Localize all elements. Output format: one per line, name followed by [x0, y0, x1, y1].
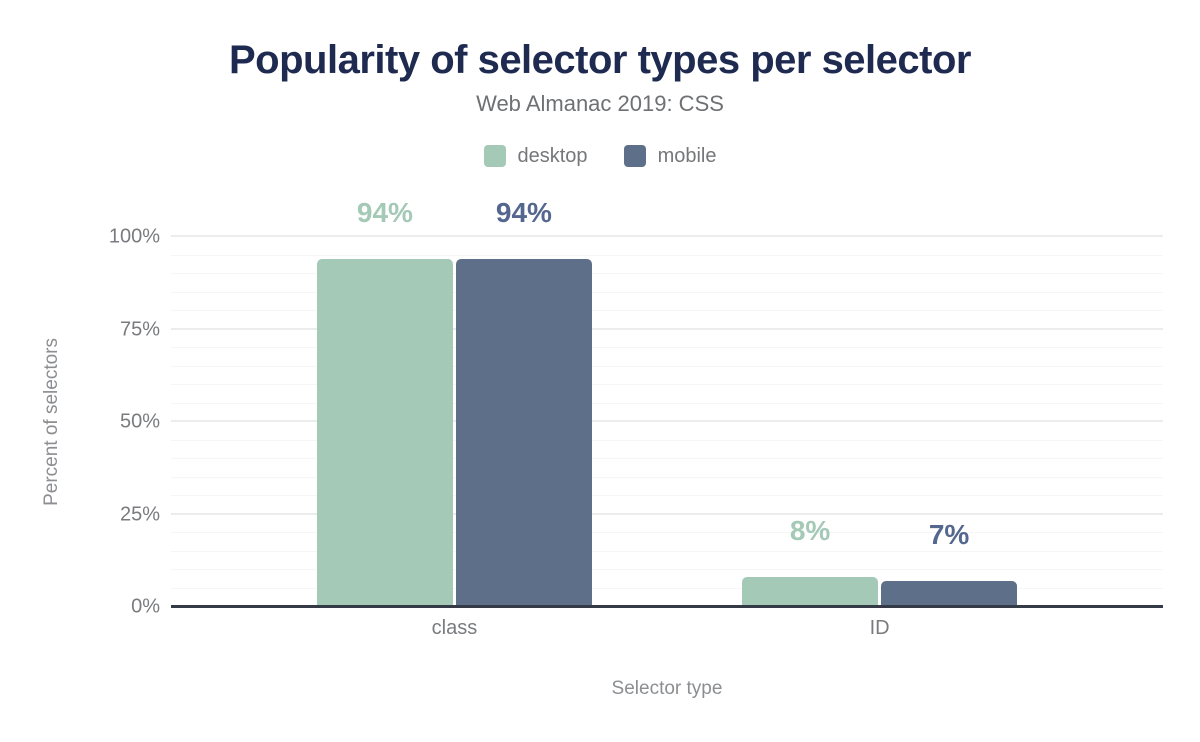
- x-tick-label-class: class: [431, 617, 478, 639]
- legend-label-mobile: mobile: [657, 144, 717, 167]
- gridline-100: [171, 235, 1163, 237]
- gridline-75: [171, 327, 1163, 330]
- value-label-desktop-class: 94%: [356, 197, 413, 229]
- gridline-20: [171, 532, 1163, 533]
- gridline-10: [171, 569, 1163, 570]
- bar-mobile-class[interactable]: [455, 259, 592, 607]
- legend-item-desktop[interactable]: desktop: [483, 144, 588, 168]
- gridline-40: [171, 458, 1163, 459]
- gridline-5: [171, 587, 1163, 589]
- y-tick-label-0: 0%: [131, 595, 160, 618]
- gridline-15: [171, 550, 1163, 552]
- legend: desktop mobile: [0, 142, 1200, 170]
- x-axis-labels: class ID: [171, 617, 1163, 645]
- gridline-70: [171, 347, 1163, 348]
- legend-label-desktop: desktop: [517, 144, 588, 167]
- x-axis-title: Selector type: [611, 678, 723, 699]
- bar-desktop-ID[interactable]: [742, 577, 879, 607]
- legend-swatch-mobile-icon: [623, 145, 646, 167]
- bar-desktop-class[interactable]: [316, 259, 453, 607]
- gridline-45: [171, 439, 1163, 441]
- bar-mobile-ID[interactable]: [881, 581, 1018, 607]
- gridline-55: [171, 402, 1163, 404]
- gridline-85: [171, 291, 1163, 293]
- gridline-35: [171, 476, 1163, 478]
- gridline-50: [171, 420, 1163, 422]
- gridline-60: [171, 384, 1163, 385]
- chart-subtitle: Web Almanac 2019: CSS: [476, 91, 724, 116]
- value-label-desktop-ID: 8%: [789, 515, 831, 547]
- x-tick-label-ID: ID: [869, 617, 890, 639]
- legend-swatch-desktop-icon: [483, 145, 506, 167]
- gridline-65: [171, 365, 1163, 367]
- gridline-30: [171, 495, 1163, 496]
- x-axis-line: [171, 605, 1163, 608]
- gridline-25: [171, 512, 1163, 515]
- value-label-mobile-ID: 7%: [928, 519, 970, 551]
- gridline-95: [171, 254, 1163, 256]
- y-tick-label-100: 100%: [108, 225, 160, 248]
- y-tick-label-50: 50%: [119, 410, 160, 433]
- gridline-90: [171, 273, 1163, 274]
- chart-title: Popularity of selector types per selecto…: [229, 38, 971, 82]
- gridline-80: [171, 310, 1163, 311]
- y-tick-label-25: 25%: [119, 503, 160, 525]
- value-label-mobile-class: 94%: [495, 197, 552, 229]
- y-axis-labels: 0% 25% 50% 75% 100%: [0, 226, 160, 618]
- plot-area: 94% 94% 8% 7%: [171, 197, 1163, 608]
- y-tick-label-75: 75%: [119, 318, 160, 340]
- legend-item-mobile[interactable]: mobile: [623, 144, 717, 168]
